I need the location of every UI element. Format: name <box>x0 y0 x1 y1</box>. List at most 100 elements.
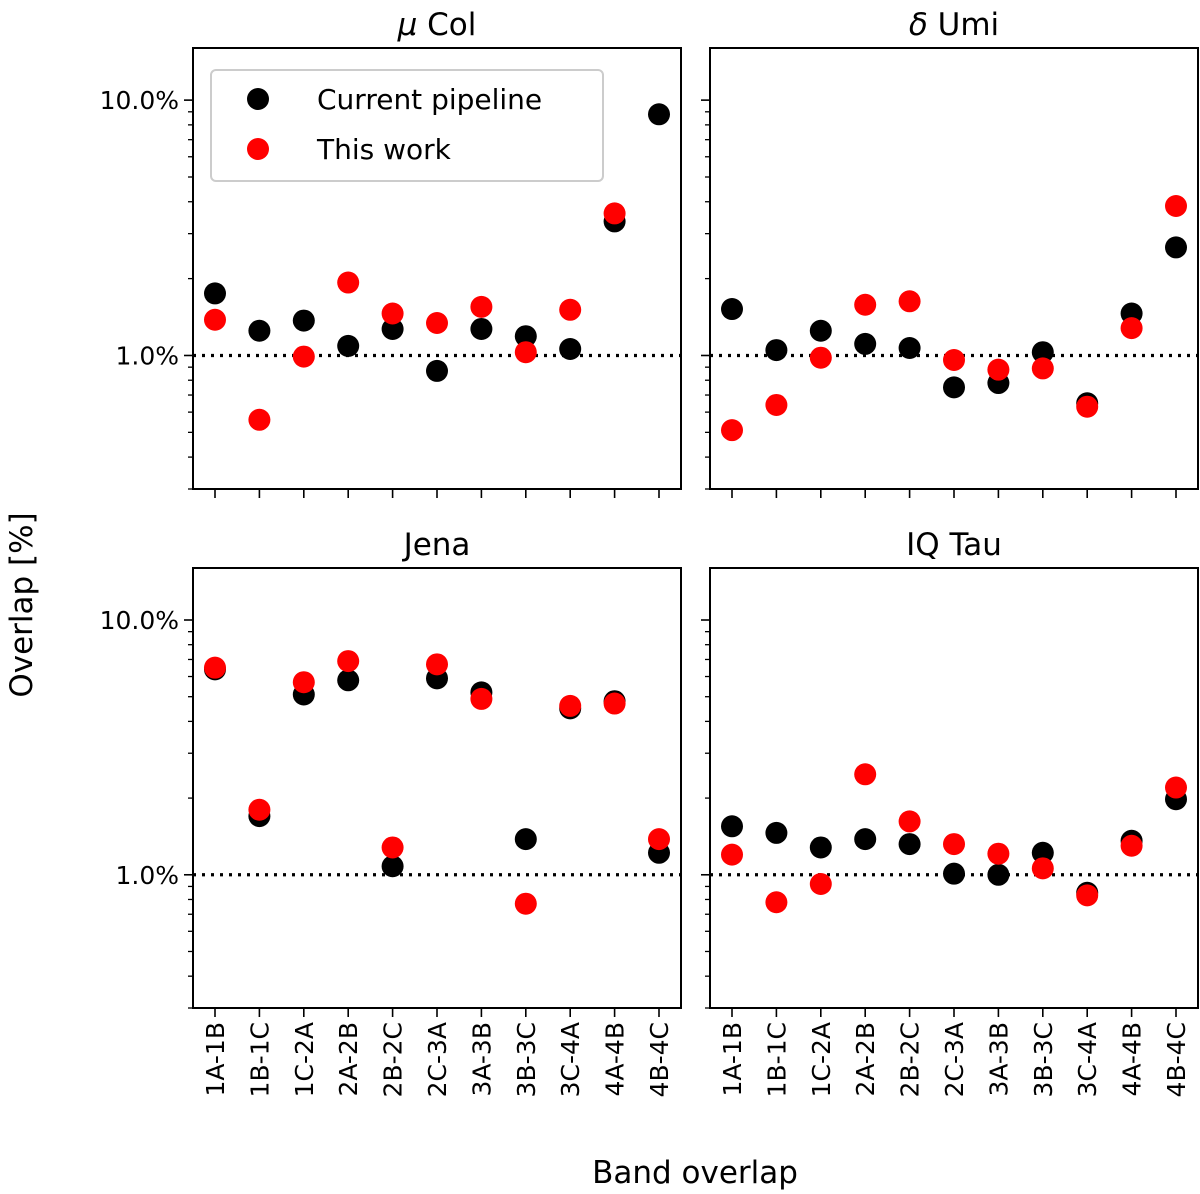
data-point <box>514 341 537 364</box>
data-point <box>559 694 582 717</box>
y-axis-label: Overlap [%] <box>4 512 40 697</box>
data-point <box>721 815 743 838</box>
data-point <box>292 671 315 694</box>
data-point <box>248 798 271 821</box>
data-point <box>854 332 877 355</box>
data-point <box>721 298 743 321</box>
data-point <box>1031 357 1054 380</box>
data-point <box>559 298 582 321</box>
data-point <box>337 669 360 692</box>
y-tick-label: 10.0% <box>100 86 179 115</box>
x-tick-label: 4A-4B <box>1118 1022 1147 1097</box>
panels: μ Col 1.0% 10.0% δ Umi Jena 1.0% 10.0% 1A-1B 1B-… <box>100 7 1199 1097</box>
legend-marker <box>247 138 269 160</box>
panel-2: δ Umi <box>701 7 1199 498</box>
x-tick-label: 3B-3C <box>1029 1022 1058 1097</box>
legend: Current pipeline This work <box>210 69 604 182</box>
data-point <box>1165 776 1187 799</box>
data-point <box>1076 395 1099 418</box>
data-point <box>721 843 743 866</box>
data-point <box>765 891 788 914</box>
data-point <box>1165 194 1187 217</box>
series-this-work <box>721 763 1187 914</box>
x-tick-label: 1C-2A <box>290 1022 319 1097</box>
y-tick-label: 10.0% <box>100 606 179 635</box>
data-point <box>248 319 271 342</box>
panel-title: μ Col <box>397 7 477 43</box>
panel-title: δ Umi <box>909 7 999 43</box>
x-tick-label: 2A-2B <box>334 1022 363 1097</box>
data-point <box>809 873 832 896</box>
data-point <box>854 763 877 786</box>
data-point <box>765 393 788 416</box>
x-tick-label: 1C-2A <box>807 1022 836 1097</box>
data-point <box>943 833 965 856</box>
panel-title-name: Col <box>417 7 476 43</box>
x-tick-label: 4B-4C <box>645 1022 674 1097</box>
data-point <box>603 692 626 715</box>
data-point <box>381 836 404 859</box>
data-point <box>426 653 448 676</box>
data-point <box>1120 834 1143 857</box>
data-point <box>381 317 404 340</box>
data-point <box>898 290 921 313</box>
data-point <box>559 338 582 361</box>
data-point <box>898 833 921 856</box>
data-point <box>337 650 360 673</box>
x-tick-label: 3B-3C <box>512 1022 541 1097</box>
y-tick-label: 1.0% <box>115 861 179 890</box>
legend-box <box>210 69 604 182</box>
x-tick-label: 1A-1B <box>201 1022 230 1097</box>
data-point <box>648 828 670 851</box>
series-current-pipeline <box>721 236 1187 415</box>
x-tick-label: 3A-3B <box>984 1022 1013 1097</box>
panel-title-symbol: δ <box>909 7 928 43</box>
data-point <box>1120 317 1143 340</box>
data-point <box>292 345 315 368</box>
data-point <box>809 319 832 342</box>
data-point <box>381 302 404 325</box>
x-tick-label: 3A-3B <box>467 1022 496 1097</box>
data-point <box>648 103 670 126</box>
series-this-work <box>204 650 670 915</box>
data-point <box>943 376 965 399</box>
data-point <box>204 308 226 331</box>
panel-1: μ Col 1.0% 10.0% <box>100 7 682 498</box>
y-tick-label: 1.0% <box>115 341 179 370</box>
data-point <box>898 810 921 833</box>
data-point <box>248 408 271 431</box>
panel-title: Jena <box>402 527 471 563</box>
x-tick-label: 2A-2B <box>851 1022 880 1097</box>
data-point <box>514 325 537 348</box>
data-point <box>943 349 965 372</box>
panel-4: IQ Tau 1A-1B 1B-1C 1C-2A 2A-2B 2B-2C 2C-3A 3A-3… <box>701 527 1199 1097</box>
data-point <box>470 295 493 318</box>
data-point <box>1165 236 1187 259</box>
data-point <box>426 312 448 335</box>
panel-title: IQ Tau <box>906 527 1002 563</box>
data-point <box>987 842 1010 865</box>
panel-title-symbol: μ <box>397 7 418 43</box>
data-point <box>809 836 832 859</box>
data-point <box>292 309 315 332</box>
x-tick-label: 1B-1C <box>762 1022 791 1097</box>
x-tick-label: 4B-4C <box>1162 1022 1191 1097</box>
x-tick-label: 3C-4A <box>1073 1022 1102 1097</box>
panel-frame <box>192 567 682 1009</box>
data-point <box>381 855 404 878</box>
legend-label: This work <box>316 133 452 166</box>
data-point <box>809 346 832 369</box>
data-point <box>337 334 360 357</box>
data-point <box>514 892 537 915</box>
data-point <box>765 339 788 362</box>
panel-3: Jena 1.0% 10.0% 1A-1B 1B-1C 1C-2A 2A-2B 2B-2C 2C… <box>100 527 682 1097</box>
x-tick-label: 2C-3A <box>940 1022 969 1097</box>
panel-frame <box>709 567 1199 1009</box>
data-point <box>514 828 537 851</box>
data-point <box>1076 884 1099 907</box>
x-tick-label: 1B-1C <box>245 1022 274 1097</box>
data-point <box>337 271 360 294</box>
legend-marker <box>247 88 269 110</box>
data-point <box>1031 341 1054 364</box>
